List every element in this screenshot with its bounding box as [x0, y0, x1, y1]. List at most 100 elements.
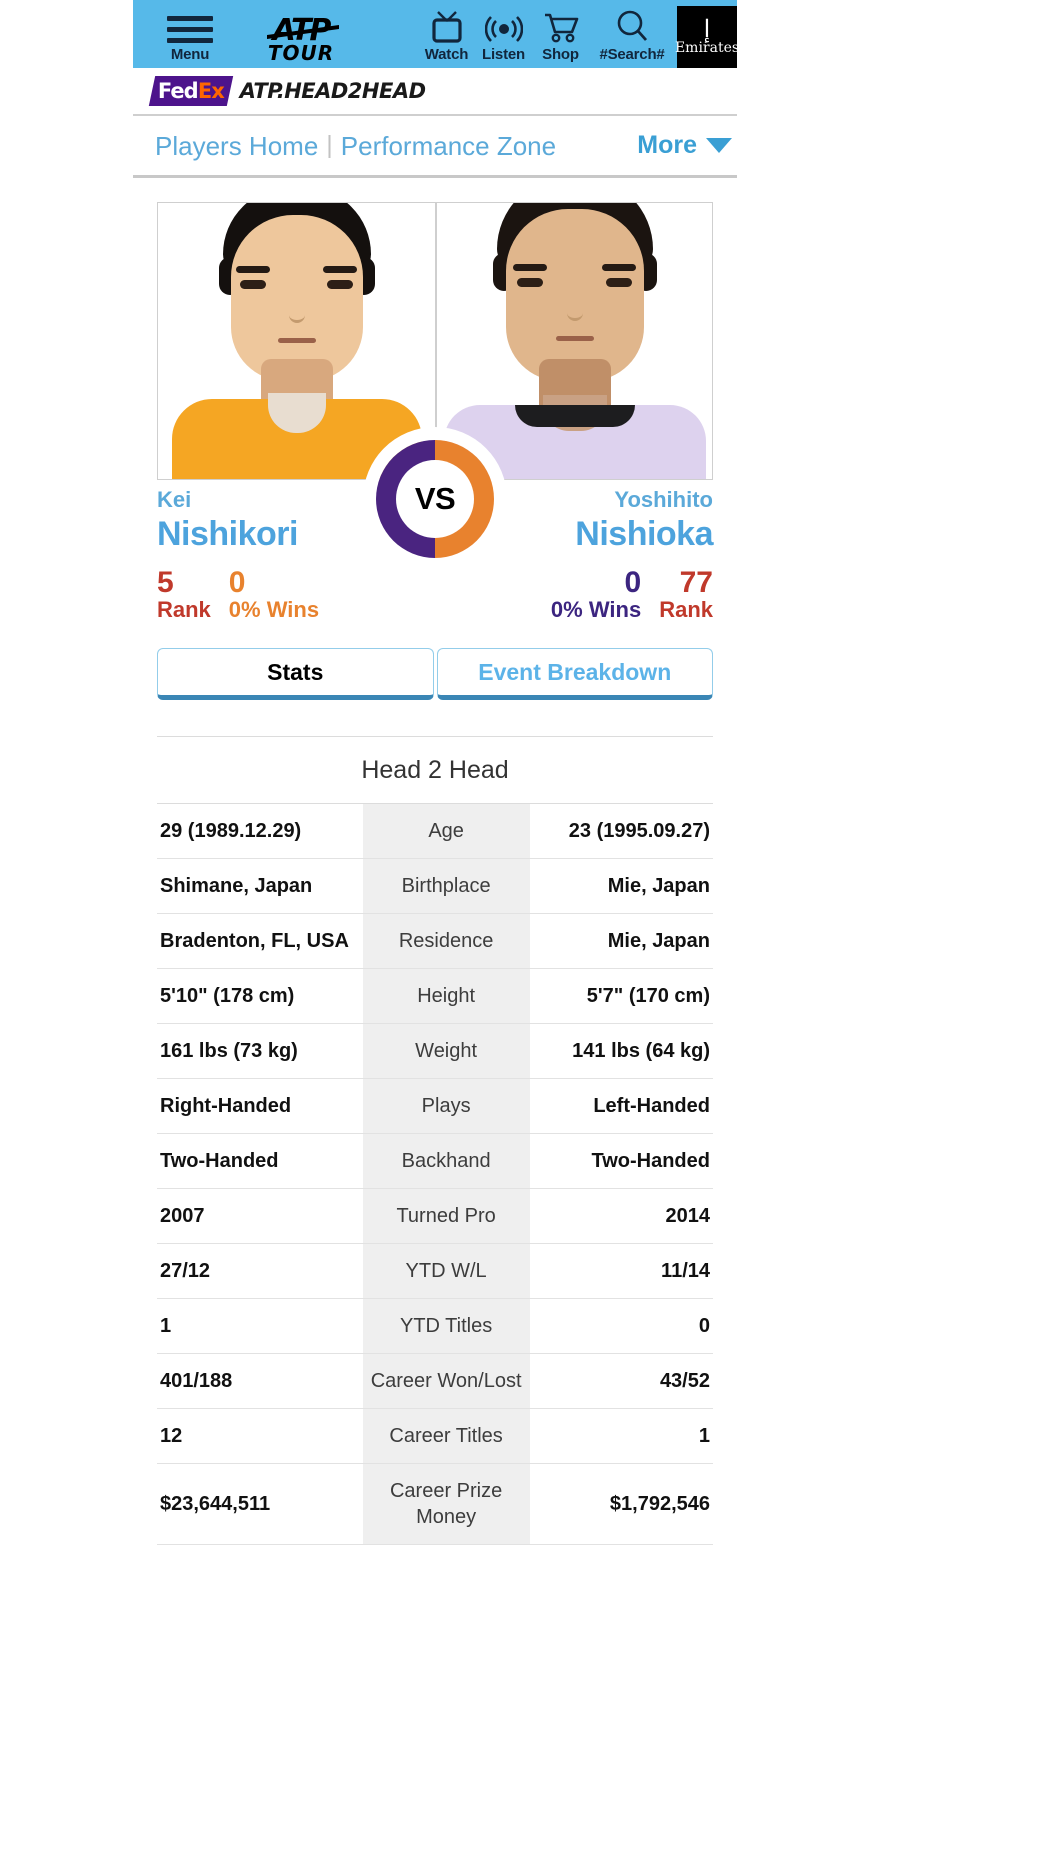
player-left-portrait — [158, 203, 435, 479]
stat-label: Career Titles — [362, 1408, 530, 1464]
player-right-rank: 77 Rank — [659, 568, 713, 622]
nav-item-search[interactable]: #Search# — [589, 9, 675, 68]
header-nav: Watch Listen — [418, 6, 739, 68]
table-row: 5'10" (178 cm) Height 5'7" (170 cm) — [157, 968, 713, 1024]
head2head-heading: Head 2 Head — [157, 737, 713, 804]
player-photos — [157, 202, 713, 480]
player-right-metrics: 0 0% Wins 77 Rank — [551, 568, 713, 622]
stat-value-right: Mie, Japan — [607, 875, 710, 897]
stat-value-left: $23,644,511 — [160, 1493, 271, 1515]
tab-event-breakdown[interactable]: Event Breakdown — [436, 648, 713, 700]
player-left-rank-value: 5 — [157, 566, 174, 599]
menu-button[interactable]: Menu — [155, 16, 225, 68]
more-dropdown-button[interactable]: More — [637, 131, 732, 160]
tab-stats[interactable]: Stats — [157, 648, 434, 700]
fedex-fed-text: Fed — [158, 78, 198, 103]
stat-value-right: Two-Handed — [591, 1150, 710, 1172]
head2head-table: 29 (1989.12.29) Age 23 (1995.09.27) Shimane… — [157, 804, 713, 1545]
player-left-last-name: Nishikori — [157, 515, 298, 553]
fedex-logo: Fed Ex — [148, 76, 233, 106]
fedex-h2h-banner: Fed Ex ATP.HEAD2HEAD — [133, 68, 737, 116]
head2head-section: Head 2 Head 29 (1989.12.29) Age 23 (1995.0… — [157, 736, 713, 1545]
nav-item-watch[interactable]: Watch — [418, 9, 475, 68]
player-right-wins-value: 0 — [624, 566, 642, 599]
stat-value-right: $1,792,546 — [609, 1493, 710, 1515]
stat-label: Age — [362, 804, 530, 859]
player-right-last-name: Nishioka — [575, 515, 713, 553]
stat-value-right: 141 lbs (64 kg) — [572, 1040, 710, 1062]
stat-value-left: 401/188 — [160, 1370, 233, 1392]
player-left-wins: 0 0% Wins — [229, 568, 319, 622]
emirates-sponsor-logo[interactable]: إ Emirates — [675, 6, 739, 68]
stat-value-right: 2014 — [665, 1205, 711, 1227]
hamburger-icon — [167, 16, 213, 43]
player-right-rank-value: 77 — [679, 566, 713, 599]
emirates-arabic-glyph: إ — [703, 15, 711, 43]
stat-value-left: Shimane, Japan — [160, 875, 313, 897]
table-row: 27/12 YTD W/L 11/14 — [157, 1243, 713, 1299]
stat-label: Career Won/Lost — [362, 1353, 530, 1409]
versus-badge: VS — [376, 440, 494, 558]
player-photo-right — [435, 203, 712, 479]
versus-label: VS — [396, 460, 474, 538]
nav-label-search: #Search# — [599, 46, 665, 63]
atp-tour-logo[interactable]: ATP TOUR — [241, 16, 361, 68]
stat-label: YTD Titles — [362, 1298, 530, 1354]
player-left-name[interactable]: Kei Nishikori — [157, 486, 367, 554]
page-container: Menu ATP TOUR Watch — [133, 0, 739, 1545]
nav-separator: | — [326, 131, 333, 159]
stat-value-right: Mie, Japan — [607, 930, 710, 952]
player-left-wins-label: 0% Wins — [228, 597, 320, 622]
stat-value-right: 0 — [698, 1315, 710, 1337]
stat-value-left: 161 lbs (73 kg) — [160, 1040, 298, 1062]
stat-value-right: 5'7" (170 cm) — [586, 985, 710, 1007]
nav-performance-zone[interactable]: Performance Zone — [340, 130, 557, 161]
chevron-down-icon — [706, 138, 732, 153]
table-row: Shimane, Japan Birthplace Mie, Japan — [157, 858, 713, 914]
table-row: 2007 Turned Pro 2014 — [157, 1188, 713, 1244]
stat-label: Plays — [362, 1078, 530, 1134]
stat-value-right: Left-Handed — [593, 1095, 710, 1117]
nav-item-listen[interactable]: Listen — [475, 9, 532, 68]
stat-value-left: 1 — [160, 1315, 172, 1337]
stat-label: Residence — [362, 913, 530, 969]
site-header: Menu ATP TOUR Watch — [133, 0, 739, 68]
player-left-metrics: 5 Rank 0 0% Wins — [157, 568, 319, 622]
player-left-wins-value: 0 — [228, 566, 246, 599]
stat-value-left: 29 (1989.12.29) — [160, 820, 302, 842]
player-metrics-row: 5 Rank 0 0% Wins 0 0% Wins 77 Rank — [157, 568, 713, 622]
stat-value-left: Right-Handed — [160, 1095, 292, 1117]
nav-players-home[interactable]: Players Home — [155, 130, 319, 161]
stat-value-left: 2007 — [160, 1205, 205, 1227]
stat-value-left: 5'10" (178 cm) — [160, 985, 295, 1007]
search-icon — [614, 9, 650, 43]
stat-label: YTD W/L — [362, 1243, 530, 1299]
menu-label: Menu — [170, 46, 210, 63]
stat-label: Birthplace — [362, 858, 530, 914]
stat-label: Turned Pro — [362, 1188, 530, 1244]
broadcast-icon — [484, 9, 523, 43]
stat-value-left: Two-Handed — [160, 1150, 279, 1172]
stat-value-right: 1 — [698, 1425, 710, 1447]
atp-logo-subtext: TOUR — [267, 41, 335, 65]
stat-value-left: Bradenton, FL, USA — [160, 930, 349, 952]
player-right-rank-label: Rank — [659, 597, 713, 622]
nav-label-watch: Watch — [424, 46, 469, 63]
cart-icon — [542, 9, 580, 43]
stat-value-left: 12 — [160, 1425, 183, 1447]
table-row: 29 (1989.12.29) Age 23 (1995.09.27) — [157, 804, 713, 859]
fedex-ex-text: Ex — [197, 78, 224, 103]
stat-label: Weight — [362, 1023, 530, 1079]
table-row: 1 YTD Titles 0 — [157, 1298, 713, 1354]
player-left-rank: 5 Rank — [157, 568, 211, 622]
nav-label-shop: Shop — [542, 46, 579, 63]
h2h-banner-title: ATP.HEAD2HEAD — [239, 79, 426, 103]
player-names-row: Kei Nishikori Yoshihito Nishioka — [157, 486, 714, 554]
nav-item-shop[interactable]: Shop — [532, 9, 589, 68]
table-row: 401/188 Career Won/Lost 43/52 — [157, 1353, 713, 1409]
player-right-name[interactable]: Yoshihito Nishioka — [503, 486, 713, 554]
table-row: Right-Handed Plays Left-Handed — [157, 1078, 713, 1134]
player-left-rank-label: Rank — [157, 597, 211, 622]
stat-value-right: 11/14 — [661, 1260, 710, 1282]
player-right-portrait — [437, 203, 712, 479]
